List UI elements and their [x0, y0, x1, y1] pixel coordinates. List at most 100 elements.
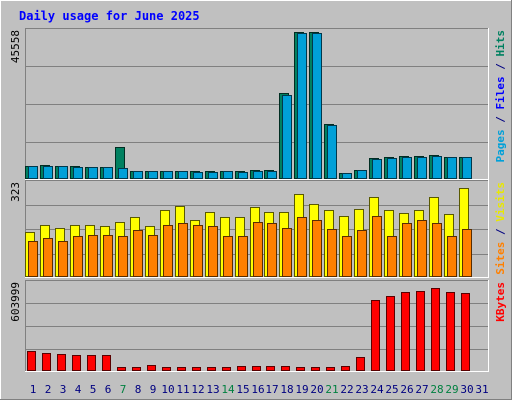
legend-entry: Hits — [494, 30, 507, 57]
bar-outline-files-day-12 — [193, 172, 203, 179]
day-label-26: 26 — [400, 383, 413, 396]
bar-outline-sites-day-10 — [163, 225, 173, 277]
panel-kbytes: 603999 KBytes — [9, 280, 507, 372]
bar-kbytes-day-18 — [281, 366, 290, 371]
bar-outline-kbytes-day-3 — [57, 354, 66, 371]
bar-kbytes-day-24 — [371, 300, 380, 371]
bar-outline-sites-day-18 — [282, 228, 292, 277]
bar-kbytes-day-6 — [102, 355, 111, 371]
chart-title: Daily usage for June 2025 — [19, 9, 200, 23]
bar-sites-day-25 — [387, 236, 397, 277]
bar-outline-kbytes-day-10 — [162, 367, 171, 371]
bar-outline-files-day-4 — [73, 167, 83, 179]
bar-kbytes-day-14 — [222, 367, 231, 371]
bar-sites-day-26 — [402, 223, 412, 277]
day-label-30: 30 — [460, 383, 473, 396]
panel-visits: 323 Sites / Visits — [9, 180, 507, 278]
bar-outline-files-day-27 — [417, 157, 427, 179]
day-label-17: 17 — [265, 383, 278, 396]
bar-outline-sites-day-19 — [297, 217, 307, 277]
bar-outline-sites-day-22 — [342, 236, 352, 277]
day-label-2: 2 — [45, 383, 52, 396]
bar-kbytes-day-3 — [57, 354, 66, 371]
bar-hits-day-7 — [115, 147, 125, 179]
bar-files-day-19 — [297, 33, 307, 179]
bar-sites-day-11 — [178, 223, 188, 277]
day-label-28: 28 — [430, 383, 443, 396]
bar-outline-sites-day-15 — [238, 236, 248, 277]
bar-kbytes-day-20 — [311, 367, 320, 371]
day-label-10: 10 — [161, 383, 174, 396]
bar-kbytes-day-9 — [147, 365, 156, 371]
bar-outline-sites-day-12 — [193, 225, 203, 277]
bar-kbytes-day-25 — [386, 296, 395, 371]
panel-legend: Sites / Visits — [494, 182, 507, 275]
legend-entry: Visits — [494, 182, 507, 222]
bar-outline-kbytes-day-5 — [87, 355, 96, 371]
bar-outline-kbytes-day-21 — [326, 367, 335, 371]
bar-sites-day-9 — [148, 235, 158, 277]
bar-outline-kbytes-day-2 — [42, 353, 51, 371]
bar-files-day-27 — [417, 157, 427, 179]
bar-outline-kbytes-day-20 — [311, 367, 320, 371]
bar-sites-day-29 — [447, 236, 457, 277]
bar-sites-day-14 — [223, 236, 233, 277]
chart-panels: 45558 Pages / Files / Hits 323 Sites / Visi… — [9, 28, 507, 372]
bar-outline-sites-day-29 — [447, 236, 457, 277]
day-label-25: 25 — [385, 383, 398, 396]
bar-kbytes-day-1 — [27, 351, 36, 371]
day-label-27: 27 — [415, 383, 428, 396]
day-label-8: 8 — [135, 383, 142, 396]
bar-files-day-10 — [163, 171, 173, 179]
bar-outline-sites-day-24 — [372, 216, 382, 277]
bar-outline-sites-day-1 — [28, 241, 38, 277]
bar-kbytes-day-8 — [132, 367, 141, 371]
bar-kbytes-day-16 — [252, 366, 261, 371]
bar-outline-sites-day-30 — [462, 229, 472, 277]
bar-outline-sites-day-3 — [58, 241, 68, 277]
bar-outline-files-day-19 — [297, 33, 307, 179]
day-label-18: 18 — [280, 383, 293, 396]
bar-sites-day-6 — [103, 235, 113, 277]
bar-outline-kbytes-day-17 — [266, 366, 275, 371]
bar-outline-files-day-23 — [357, 170, 367, 179]
bar-outline-kbytes-day-24 — [371, 300, 380, 371]
bar-files-day-24 — [372, 159, 382, 179]
bar-sites-day-12 — [193, 225, 203, 277]
bar-outline-sites-day-6 — [103, 235, 113, 277]
day-label-15: 15 — [236, 383, 249, 396]
bar-outline-sites-day-7 — [118, 236, 128, 277]
bar-sites-day-28 — [432, 223, 442, 277]
bar-outline-files-day-25 — [387, 158, 397, 179]
day-label-3: 3 — [60, 383, 67, 396]
bar-outline-files-day-3 — [58, 166, 68, 179]
bar-files-day-15 — [238, 172, 248, 179]
bar-sites-day-20 — [312, 220, 322, 277]
bar-outline-files-day-9 — [148, 171, 158, 179]
bar-outline-kbytes-day-19 — [296, 367, 305, 371]
panel-hits: 45558 Pages / Files / Hits — [9, 28, 507, 180]
bar-sites-day-27 — [417, 220, 427, 277]
bar-outline-kbytes-day-22 — [341, 366, 350, 371]
bar-files-day-5 — [88, 167, 98, 179]
bar-sites-day-23 — [357, 230, 367, 277]
bar-sites-day-22 — [342, 236, 352, 277]
bar-outline-files-day-20 — [312, 33, 322, 179]
bar-outline-kbytes-day-11 — [177, 367, 186, 371]
day-label-23: 23 — [355, 383, 368, 396]
day-label-4: 4 — [75, 383, 82, 396]
bar-outline-files-day-6 — [103, 167, 113, 179]
bar-sites-day-7 — [118, 236, 128, 277]
bar-kbytes-day-26 — [401, 292, 410, 371]
bar-kbytes-day-30 — [461, 293, 470, 371]
bar-sites-day-30 — [462, 229, 472, 277]
bar-outline-sites-day-4 — [73, 236, 83, 277]
bar-outline-sites-day-17 — [267, 223, 277, 277]
panel-max-label: 323 — [9, 182, 22, 202]
bar-sites-day-2 — [43, 238, 53, 277]
bar-sites-day-16 — [253, 222, 263, 277]
bar-kbytes-day-13 — [207, 367, 216, 371]
bar-sites-day-10 — [163, 225, 173, 277]
